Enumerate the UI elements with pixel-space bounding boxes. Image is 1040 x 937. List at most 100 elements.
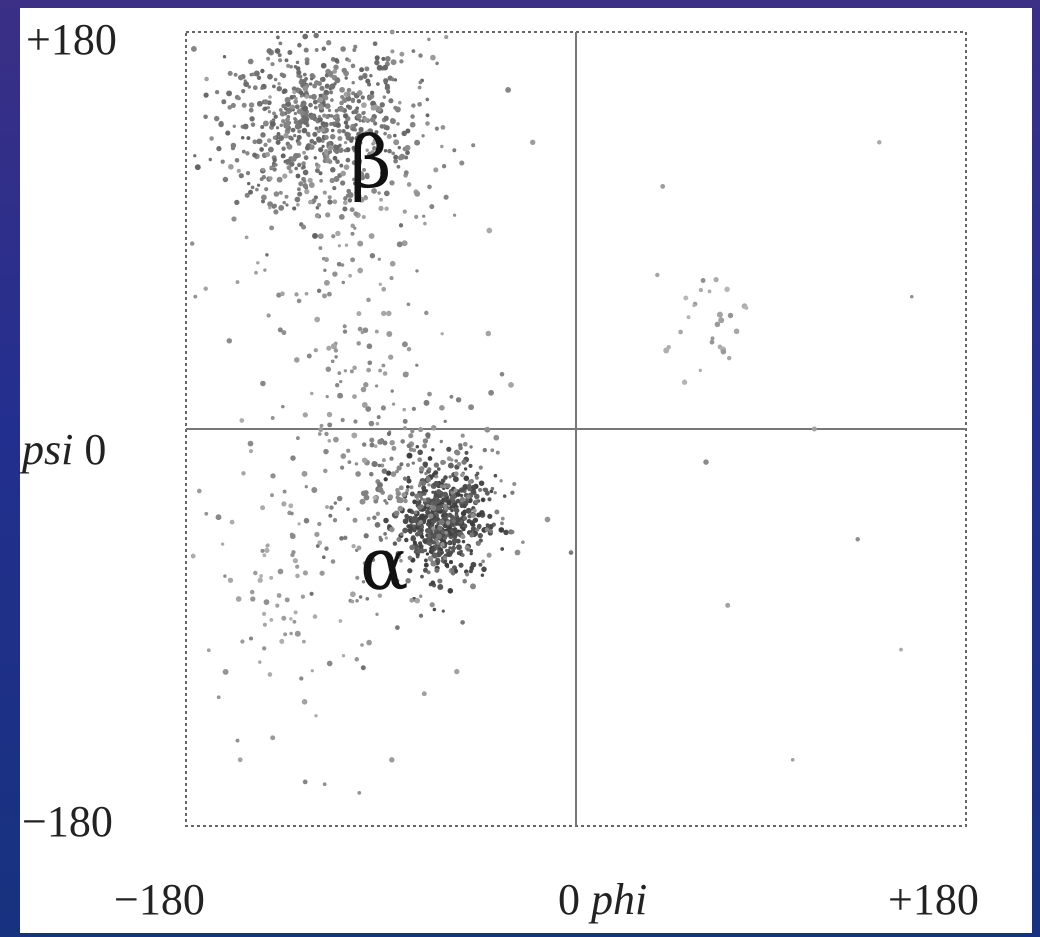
- data-point: [236, 96, 241, 101]
- data-point: [402, 209, 407, 214]
- data-point: [273, 77, 278, 82]
- data-point: [431, 448, 435, 452]
- data-point: [227, 105, 232, 110]
- data-point: [372, 146, 377, 151]
- data-point: [454, 513, 459, 518]
- data-point: [285, 161, 290, 165]
- data-point: [462, 503, 467, 509]
- data-point: [344, 124, 350, 130]
- data-point: [393, 133, 397, 138]
- data-point: [274, 48, 281, 54]
- data-point: [317, 116, 323, 123]
- data-point: [333, 348, 339, 353]
- data-points: [189, 29, 914, 795]
- data-point: [455, 450, 461, 456]
- data-point: [445, 548, 449, 553]
- data-point: [452, 148, 457, 153]
- data-point: [289, 104, 296, 110]
- data-point: [233, 72, 238, 77]
- data-point: [296, 187, 301, 192]
- data-point: [419, 527, 424, 533]
- data-point: [268, 176, 273, 181]
- y-tick-zero: 0: [84, 425, 107, 474]
- data-point: [382, 95, 387, 99]
- data-point: [222, 55, 227, 59]
- data-point: [351, 544, 356, 549]
- data-point: [339, 465, 345, 470]
- data-point: [373, 498, 379, 504]
- data-point: [278, 190, 283, 195]
- data-point: [300, 594, 306, 599]
- data-point: [260, 132, 266, 138]
- data-point: [276, 593, 282, 598]
- data-point: [472, 508, 477, 513]
- data-point: [342, 113, 348, 119]
- data-point: [383, 115, 389, 121]
- data-point: [498, 527, 505, 533]
- alpha-region-label: α: [360, 522, 409, 606]
- data-point: [302, 85, 309, 92]
- data-point: [309, 591, 314, 596]
- data-point: [350, 599, 355, 604]
- data-point: [360, 95, 365, 100]
- data-point: [402, 146, 408, 152]
- data-point: [252, 152, 258, 158]
- data-point: [216, 145, 222, 152]
- data-point: [355, 471, 361, 477]
- data-point: [330, 85, 335, 90]
- data-point: [488, 389, 494, 396]
- data-point: [357, 190, 362, 195]
- data-point: [296, 69, 302, 76]
- data-point: [493, 491, 497, 495]
- data-point: [325, 115, 330, 120]
- data-point: [422, 461, 429, 467]
- data-point: [303, 155, 309, 161]
- data-point: [193, 294, 198, 299]
- data-point: [660, 184, 666, 189]
- data-point: [269, 225, 275, 231]
- data-point: [411, 461, 415, 465]
- data-point: [427, 467, 432, 472]
- data-point: [714, 321, 721, 328]
- data-point: [391, 445, 397, 451]
- data-point: [488, 528, 494, 534]
- data-point: [329, 505, 334, 510]
- data-point: [390, 118, 396, 125]
- data-point: [366, 343, 373, 350]
- data-point: [267, 146, 274, 153]
- data-point: [337, 136, 343, 141]
- data-point: [262, 622, 267, 627]
- data-point: [293, 610, 298, 615]
- data-point: [389, 276, 394, 281]
- data-point: [232, 124, 237, 129]
- data-point: [419, 497, 424, 501]
- data-point: [389, 260, 396, 267]
- data-point: [423, 221, 427, 226]
- data-point: [260, 68, 265, 74]
- data-point: [423, 399, 430, 406]
- data-point: [394, 106, 401, 113]
- data-point: [335, 122, 341, 128]
- data-point: [307, 177, 313, 183]
- data-point: [396, 465, 402, 471]
- data-point: [678, 329, 683, 335]
- data-point: [422, 214, 426, 218]
- data-point: [394, 578, 400, 584]
- data-point: [250, 122, 256, 127]
- data-point: [435, 61, 439, 66]
- data-point: [319, 423, 324, 428]
- data-point: [291, 86, 297, 92]
- data-point: [485, 330, 492, 337]
- data-point: [320, 127, 326, 133]
- data-point: [203, 286, 208, 291]
- data-point: [441, 609, 445, 613]
- data-point: [417, 484, 422, 488]
- data-point: [389, 29, 395, 35]
- data-point: [258, 660, 262, 664]
- data-point: [267, 672, 273, 677]
- data-point: [372, 515, 377, 520]
- data-point: [294, 292, 299, 297]
- data-point: [713, 276, 719, 283]
- data-point: [487, 497, 492, 502]
- data-point: [482, 447, 488, 453]
